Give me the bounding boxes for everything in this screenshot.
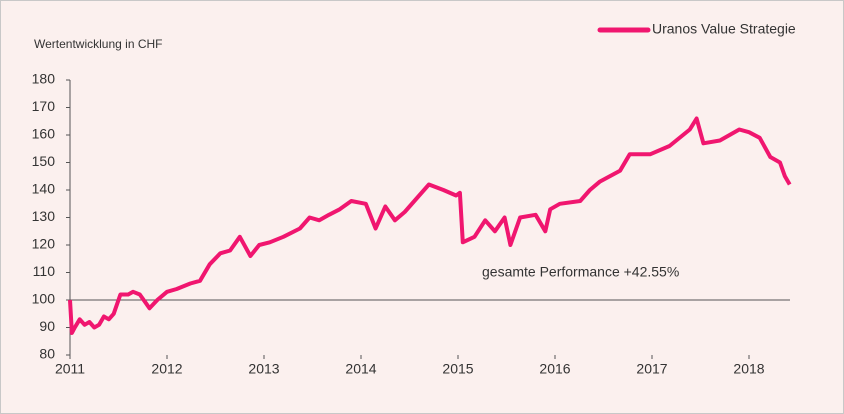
x-tick-label: 2014 [345,361,376,377]
x-tick-label: 2018 [733,361,764,377]
x-tick-label: 2013 [248,361,279,377]
series-line [68,116,792,335]
y-tick-label: 100 [32,291,56,307]
x-tick-label: 2017 [636,361,667,377]
legend-label: Uranos Value Strategie [652,21,796,37]
y-tick-label: 110 [33,263,56,279]
y-tick-label: 180 [32,71,56,87]
y-tick-label: 170 [32,98,56,114]
y-tick-label: 90 [39,318,55,334]
y-tick-label: 80 [39,346,55,362]
y-tick-label: 160 [32,126,56,142]
y-axis-label: Wertentwicklung in CHF [34,37,162,51]
y-tick-label: 130 [32,208,56,224]
annotation: gesamte Performance +42.55% [482,264,679,280]
x-tick-label: 2012 [151,361,182,377]
x-tick-label: 2016 [539,361,570,377]
x-tick-label: 2015 [442,361,473,377]
y-tick-label: 150 [32,153,56,169]
x-tick-label: 2011 [55,361,85,377]
y-tick-label: 140 [32,181,56,197]
y-tick-label: 120 [32,236,56,252]
